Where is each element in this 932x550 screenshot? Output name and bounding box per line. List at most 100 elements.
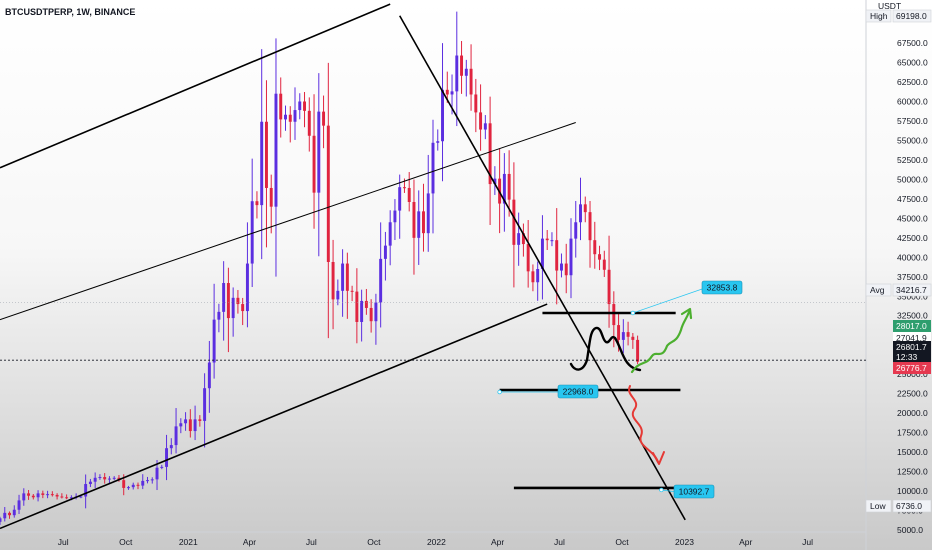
- candle-body: [22, 493, 26, 501]
- channel-lower-line[interactable]: [0, 303, 548, 530]
- channel-upper-line[interactable]: [0, 3, 391, 169]
- candle-body: [88, 481, 92, 485]
- candle-body: [502, 173, 506, 204]
- channel-mid-line[interactable]: [0, 122, 576, 321]
- price-callout-box[interactable]: [673, 484, 715, 499]
- callout-anchor: [630, 310, 636, 316]
- candle-body: [336, 290, 340, 300]
- candle-body: [559, 263, 563, 271]
- candle-body: [226, 283, 230, 319]
- price-tick-label: 25000.0: [897, 369, 928, 379]
- high-tag-label-box: [865, 9, 892, 23]
- avg-tag-label-box: [865, 283, 892, 297]
- candle-body: [126, 487, 130, 489]
- bearish-scenario-path[interactable]: [628, 385, 659, 463]
- candle-body: [422, 211, 425, 234]
- candle-body: [31, 495, 35, 498]
- price-tick-label: 50000.0: [897, 174, 928, 184]
- symbol-title: BTCUSDTPERP, 1W, BINANCE: [5, 7, 135, 17]
- callout-anchor: [497, 389, 502, 395]
- candle-body: [574, 222, 578, 239]
- candle-body: [146, 480, 149, 482]
- prev-low-price-value: 27041.9: [896, 333, 927, 343]
- candle-body: [212, 319, 216, 363]
- candle-body: [588, 212, 592, 241]
- candle-body: [402, 187, 406, 189]
- candle-body: [65, 497, 69, 499]
- candle-body: [303, 101, 307, 111]
- time-tick-label: Jul: [58, 537, 69, 547]
- candle-body: [203, 388, 207, 421]
- candle-body: [483, 123, 487, 130]
- prev-close-price-value: 28017.0: [896, 321, 927, 331]
- candle-body: [521, 233, 525, 245]
- candle-body: [612, 304, 616, 326]
- candle-body: [46, 494, 50, 496]
- price-tick-label: 17500.0: [897, 428, 928, 438]
- projected-path-drawing[interactable]: [569, 326, 642, 372]
- candle-body: [150, 479, 154, 481]
- candle-body: [455, 55, 459, 92]
- candle-body: [155, 467, 159, 480]
- bullish-scenario-path[interactable]: [630, 310, 691, 374]
- candle-body: [531, 271, 535, 283]
- candle-body: [450, 91, 454, 95]
- price-tick-label: 5000.0: [897, 525, 923, 535]
- candle-body: [583, 204, 587, 213]
- candle-body: [207, 362, 211, 389]
- callout-connector: [632, 287, 706, 314]
- time-tick-label: Oct: [615, 537, 629, 547]
- low-close-price-tag: [893, 362, 931, 374]
- price-callout-box[interactable]: [701, 280, 743, 295]
- candle-body: [517, 233, 521, 245]
- candle-body: [550, 240, 554, 242]
- candle-body: [379, 258, 383, 303]
- price-tick-label: 67500.0: [897, 38, 928, 48]
- candle-body: [407, 187, 411, 202]
- candle-body: [165, 448, 169, 467]
- descending-resistance-line[interactable]: [398, 15, 686, 521]
- bearish-arrow-head: [652, 451, 665, 465]
- candle-body: [636, 339, 640, 362]
- low-price-value: 6736.0: [896, 501, 922, 511]
- candle-body: [255, 201, 259, 206]
- candle-body: [169, 445, 173, 449]
- price-callout-box[interactable]: [557, 384, 599, 399]
- candle-body: [341, 263, 345, 291]
- candle-body: [317, 111, 321, 193]
- price-tick-label: 22500.0: [897, 389, 928, 399]
- high-price-tag: [892, 9, 932, 23]
- candle-body: [0, 518, 2, 522]
- candle-body: [293, 110, 297, 122]
- candle-body: [8, 512, 11, 516]
- candle-body: [141, 480, 145, 486]
- candle-body: [84, 484, 88, 497]
- candle-body: [474, 94, 478, 113]
- time-tick-label: 2023: [675, 537, 694, 547]
- low-tag-label: Low: [870, 501, 886, 511]
- candle-body: [160, 466, 164, 468]
- last-price-price-tag: [893, 341, 931, 363]
- candle-body: [488, 123, 492, 185]
- candle-body: [350, 290, 354, 292]
- candle-body: [122, 480, 126, 488]
- candle-body: [307, 110, 311, 136]
- candle-body: [222, 283, 226, 312]
- candle-body: [279, 93, 283, 120]
- candle-body: [412, 201, 416, 238]
- candle-body: [69, 497, 73, 499]
- candle-body: [431, 142, 435, 194]
- candle-body: [250, 201, 254, 264]
- time-tick-label: Oct: [119, 537, 133, 547]
- candle-body: [460, 55, 464, 76]
- candle-body: [274, 93, 278, 207]
- candle-body: [326, 125, 330, 262]
- low-close-price-value: 26776.7: [896, 363, 927, 373]
- candle-body: [388, 222, 392, 246]
- candle-body: [631, 336, 635, 340]
- candle-body: [188, 419, 192, 432]
- price-tick-label: 12500.0: [897, 467, 928, 477]
- candle-body: [3, 512, 7, 519]
